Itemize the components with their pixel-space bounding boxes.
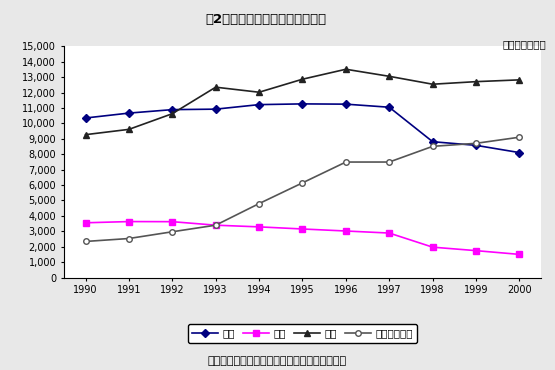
集団 [256,225,263,229]
Text: 囲2　主要所有形態別の就業者数: 囲2 主要所有形態別の就業者数 [206,13,327,26]
国有 [342,102,349,106]
Text: （単位：万人）: （単位：万人） [503,39,547,49]
郷镇 [256,90,263,94]
集団 [386,231,392,235]
Line: 私営外資個体: 私営外資個体 [83,134,522,244]
郷镇 [125,127,132,132]
集団 [342,229,349,233]
私営外資個体 [430,144,436,149]
Text: 出所：「中国統計年鑑」各年版より筆者作成。: 出所：「中国統計年鑑」各年版より筆者作成。 [208,356,347,366]
集団 [125,219,132,224]
私営外資個体 [82,239,89,244]
私営外資個体 [386,160,392,164]
私営外資個体 [169,229,175,234]
郷镇 [82,132,89,137]
国有 [125,111,132,115]
郷镇 [213,85,219,90]
国有 [169,107,175,112]
私営外資個体 [213,223,219,228]
国有 [516,150,523,155]
国有 [386,105,392,110]
国有 [299,102,306,106]
郷镇 [516,78,523,82]
Line: 集団: 集団 [83,219,522,257]
Line: 国有: 国有 [83,101,522,155]
私営外資個体 [299,181,306,185]
Line: 郷镇: 郷镇 [82,66,523,138]
集団 [213,223,219,228]
私営外資個体 [342,160,349,164]
郷镇 [169,111,175,116]
集団 [169,219,175,224]
集団 [82,221,89,225]
郷镇 [299,77,306,81]
郷镇 [430,82,436,87]
私営外資個体 [256,201,263,206]
私営外資個体 [516,135,523,139]
郷镇 [342,67,349,71]
集団 [473,248,480,253]
郷镇 [386,74,392,78]
Legend: 国有, 集団, 郷镇, 私営外資個体: 国有, 集団, 郷镇, 私営外資個体 [188,324,417,343]
国有 [473,143,480,148]
集団 [299,227,306,231]
集団 [516,252,523,257]
国有 [256,102,263,107]
私営外資個体 [473,141,480,145]
集団 [430,245,436,249]
国有 [430,139,436,144]
私営外資個体 [125,236,132,241]
国有 [82,116,89,120]
国有 [213,107,219,111]
郷镇 [473,80,480,84]
